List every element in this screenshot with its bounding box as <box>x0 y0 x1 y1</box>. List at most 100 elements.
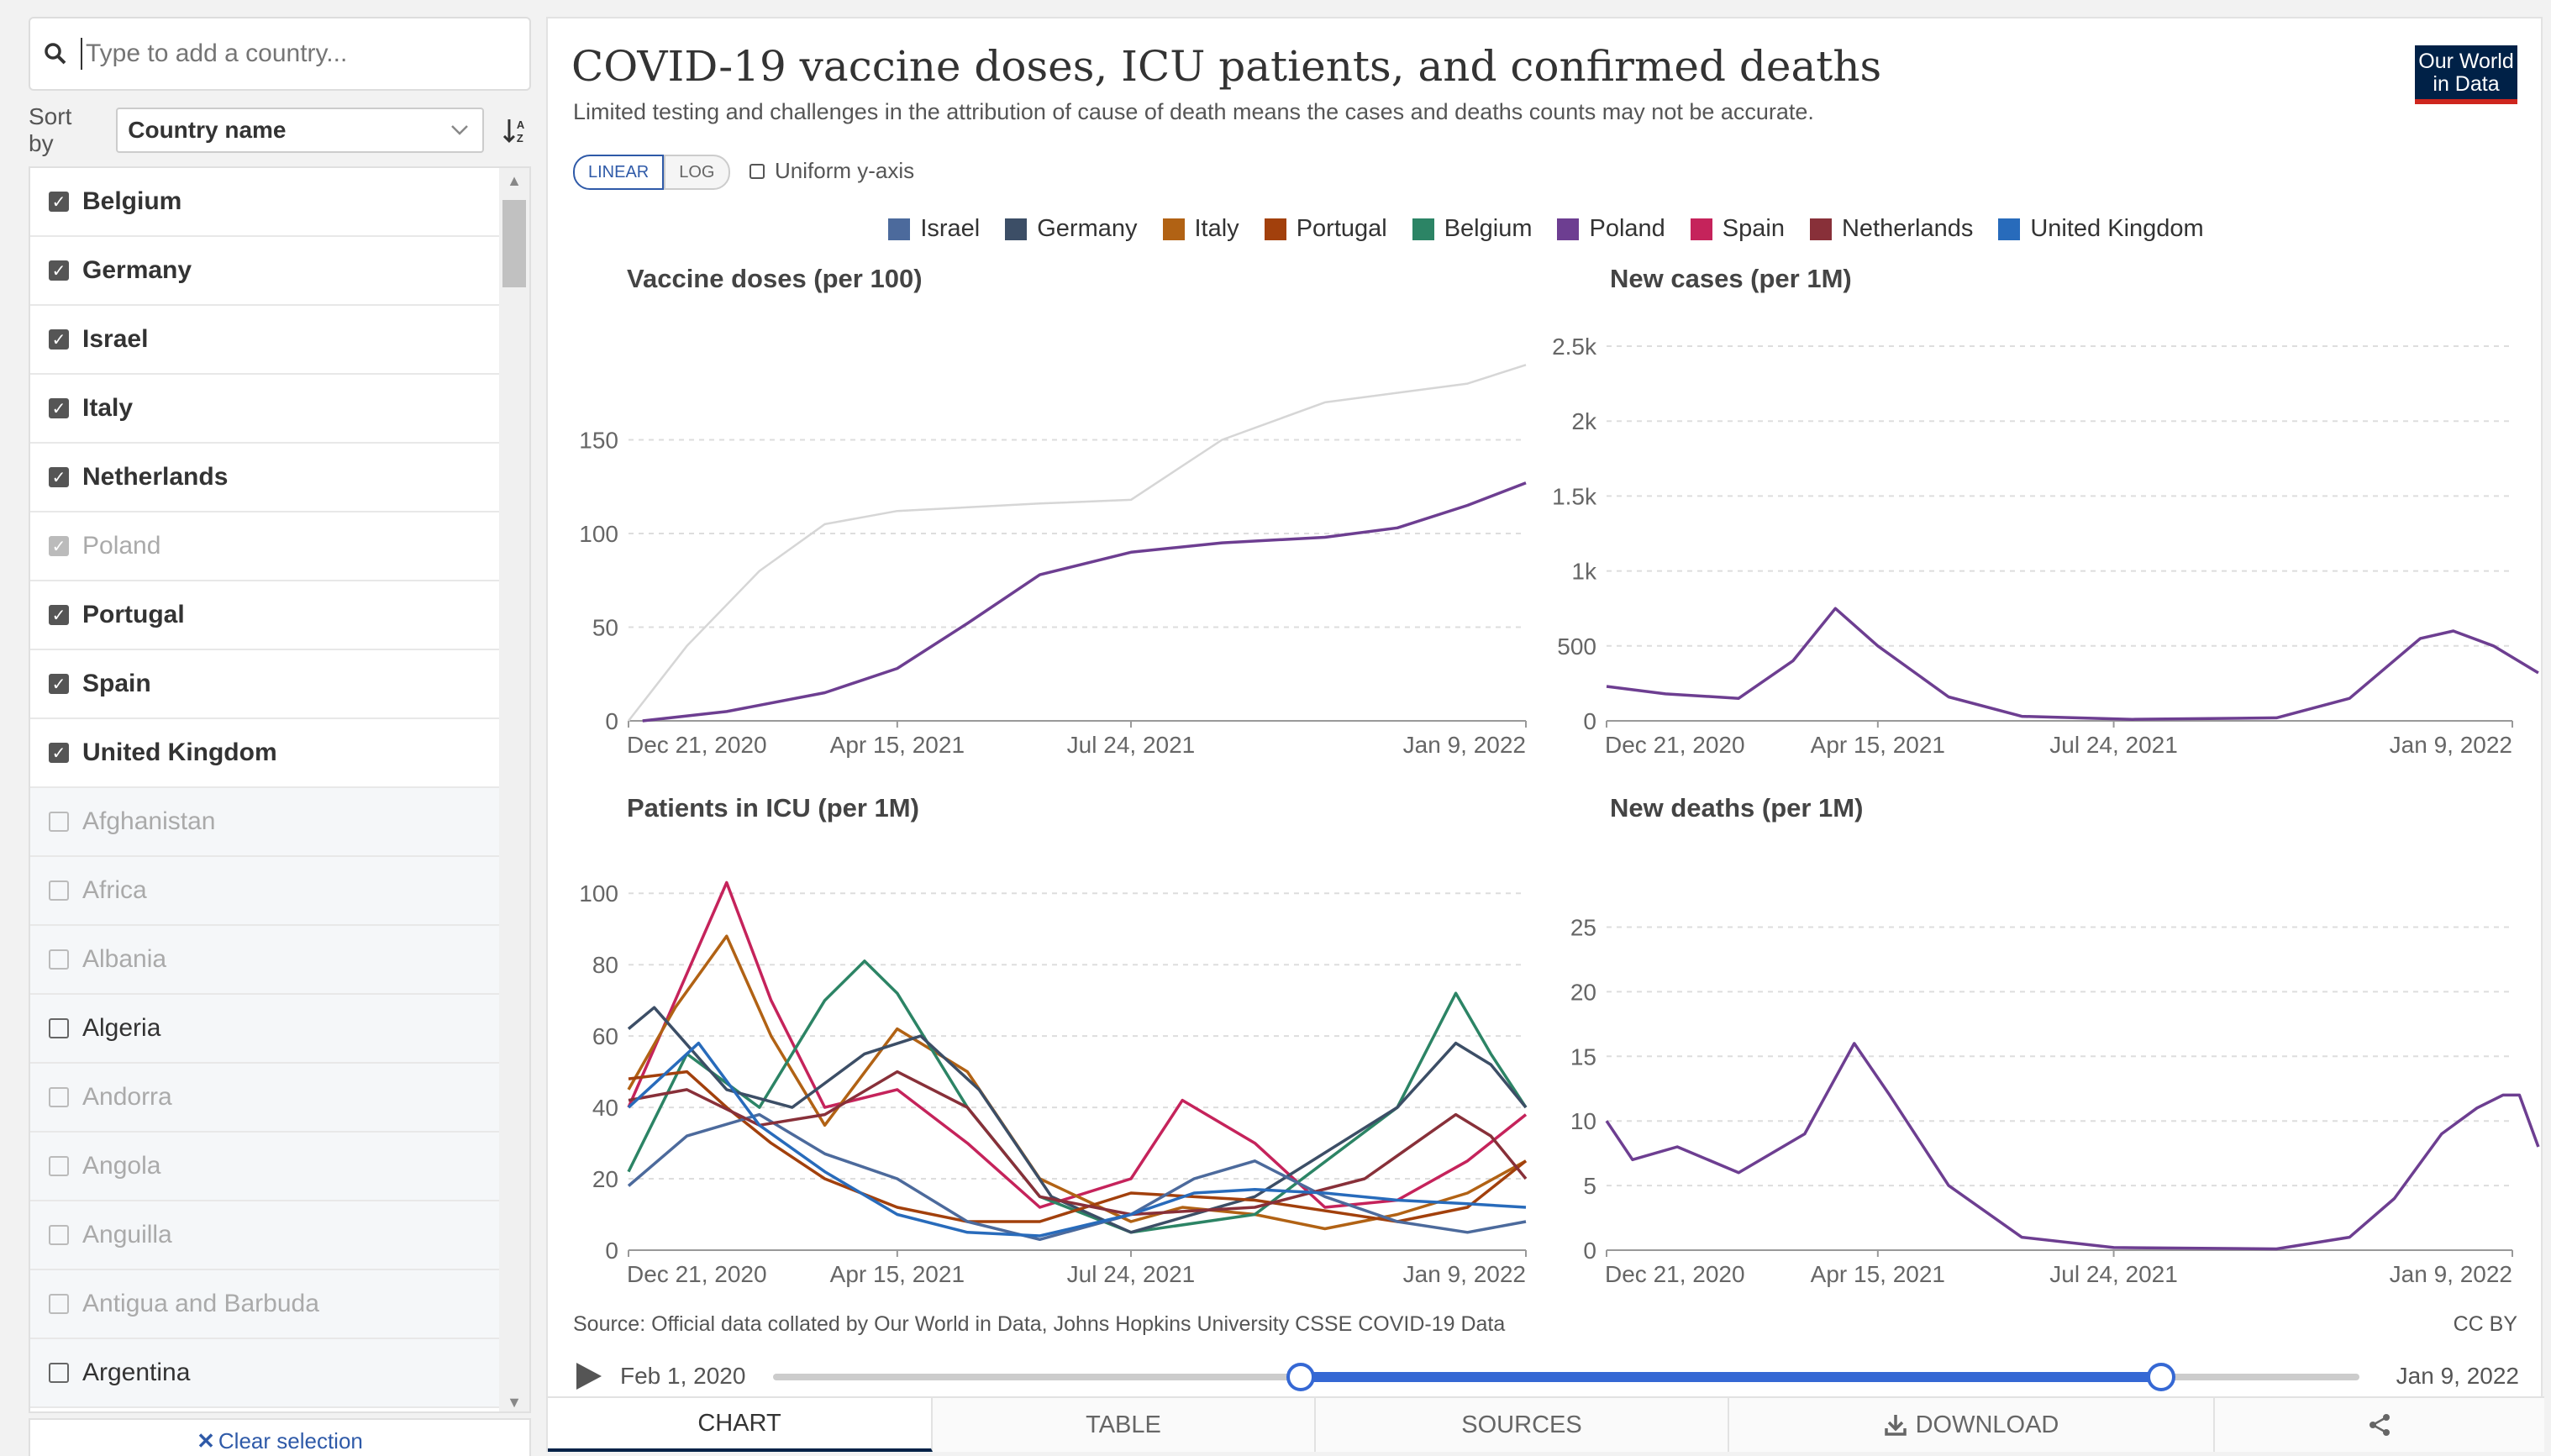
country-checkbox[interactable]: ✓ <box>49 329 69 350</box>
country-checkbox[interactable]: ✓ <box>49 398 69 418</box>
legend-swatch <box>1690 218 1712 240</box>
country-checkbox[interactable]: ✓ <box>49 743 69 763</box>
country-name: Spain <box>82 670 151 697</box>
country-item[interactable]: ✓ Israel <box>30 306 499 375</box>
country-item[interactable]: ✓ Poland <box>30 512 499 581</box>
country-item[interactable]: Angola <box>30 1133 499 1201</box>
country-item[interactable]: ✓ Belgium <box>30 168 499 237</box>
x-tick-label: Dec 21, 2020 <box>627 732 767 758</box>
legend-item[interactable]: Netherlands <box>1809 215 1973 243</box>
timeline-start-handle[interactable] <box>1286 1363 1315 1391</box>
country-checkbox[interactable]: ✓ <box>49 260 69 281</box>
series-line-poland <box>642 481 1527 723</box>
scroll-up-icon[interactable]: ▲ <box>507 172 522 189</box>
country-name: United Kingdom <box>82 739 277 766</box>
country-item[interactable]: Argentina <box>30 1339 499 1408</box>
country-item[interactable]: Algeria <box>30 995 499 1064</box>
country-item[interactable]: Andorra <box>30 1064 499 1133</box>
country-name: Portugal <box>82 601 185 628</box>
country-checkbox[interactable] <box>49 949 69 970</box>
country-checkbox[interactable]: ✓ <box>49 536 69 556</box>
scroll-thumb[interactable] <box>502 200 526 287</box>
timeline-range[interactable] <box>1299 1372 2159 1382</box>
legend-swatch <box>1162 218 1185 240</box>
search-box[interactable] <box>29 17 531 91</box>
country-checkbox[interactable]: ✓ <box>49 674 69 694</box>
country-item[interactable]: Albania <box>30 926 499 995</box>
x-tick-label: Apr 15, 2021 <box>830 732 965 758</box>
search-input[interactable] <box>81 38 501 70</box>
tab-table[interactable]: TABLE <box>933 1398 1316 1452</box>
country-item[interactable]: ✓ Italy <box>30 375 499 444</box>
y-tick-label: 100 <box>579 880 618 907</box>
country-checkbox[interactable] <box>49 1225 69 1245</box>
legend-item[interactable]: Spain <box>1690 215 1785 243</box>
sort-select[interactable]: Country name <box>116 108 485 153</box>
legend-swatch <box>1264 218 1286 240</box>
country-checkbox[interactable] <box>49 1087 69 1107</box>
legend-swatch <box>1412 218 1434 240</box>
country-item[interactable]: ✓ Netherlands <box>30 444 499 512</box>
country-name: Netherlands <box>82 463 229 491</box>
scroll-down-icon[interactable]: ▼ <box>507 1394 522 1411</box>
chevron-down-icon <box>451 125 469 135</box>
country-checkbox[interactable] <box>49 1156 69 1176</box>
sort-order-icon[interactable]: AZ <box>502 116 531 145</box>
country-checkbox[interactable] <box>49 812 69 832</box>
y-tick-label: 10 <box>1570 1108 1596 1134</box>
uniform-label: Uniform y-axis <box>775 158 915 183</box>
license-label[interactable]: CC BY <box>2453 1312 2517 1336</box>
tab-sources[interactable]: SOURCES <box>1316 1398 1729 1452</box>
panel-title: New deaths (per 1M) <box>1610 793 1863 823</box>
y-tick-label: 40 <box>592 1095 618 1121</box>
clear-selection-button[interactable]: ✕ Clear selection <box>29 1418 531 1456</box>
country-checkbox[interactable]: ✓ <box>49 192 69 212</box>
legend-item[interactable]: Poland <box>1557 215 1665 243</box>
country-item[interactable]: ✓ Germany <box>30 237 499 306</box>
country-item[interactable]: ✓ Portugal <box>30 581 499 650</box>
country-name: Antigua and Barbuda <box>82 1290 319 1317</box>
country-item[interactable]: Anguilla <box>30 1201 499 1270</box>
legend-item[interactable]: United Kingdom <box>1998 215 2204 243</box>
series-line-israel <box>627 1112 1527 1242</box>
uniform-y-axis-toggle[interactable]: Uniform y-axis <box>750 158 914 184</box>
series-line-poland <box>1605 1042 2540 1251</box>
logo-line2: in Data <box>2433 72 2500 96</box>
uniform-checkbox[interactable] <box>750 163 765 179</box>
legend-swatch <box>1809 218 1832 240</box>
linear-scale-button[interactable]: LINEAR <box>573 155 665 190</box>
owid-logo[interactable]: Our World in Data <box>2415 45 2517 104</box>
country-checkbox[interactable] <box>49 1363 69 1383</box>
country-checkbox[interactable] <box>49 1294 69 1314</box>
legend-item[interactable]: Belgium <box>1412 215 1532 243</box>
logo-line1: Our World <box>2418 50 2514 73</box>
country-item[interactable]: Antigua and Barbuda <box>30 1270 499 1339</box>
timeline-end-handle[interactable] <box>2147 1363 2175 1391</box>
tab-download[interactable]: DOWNLOAD <box>1729 1398 2215 1452</box>
country-checkbox[interactable] <box>49 880 69 901</box>
tab-share[interactable] <box>2215 1398 2544 1452</box>
tab-bar: CHART TABLE SOURCES DOWNLOAD <box>548 1396 2544 1452</box>
legend-item[interactable]: Israel <box>888 215 980 243</box>
country-checkbox[interactable]: ✓ <box>49 467 69 487</box>
legend-label: Spain <box>1722 215 1785 242</box>
country-item[interactable]: Afghanistan <box>30 788 499 857</box>
country-checkbox[interactable] <box>49 1018 69 1038</box>
country-item[interactable]: ✓ United Kingdom <box>30 719 499 788</box>
log-scale-button[interactable]: LOG <box>664 155 730 190</box>
scrollbar[interactable]: ▲ ▼ <box>499 168 529 1411</box>
tab-chart[interactable]: CHART <box>548 1398 933 1452</box>
x-tick-label: Dec 21, 2020 <box>1605 1261 1745 1287</box>
legend-item[interactable]: Portugal <box>1264 215 1387 243</box>
panel-title: New cases (per 1M) <box>1610 264 1852 293</box>
legend-item[interactable]: Germany <box>1005 215 1138 243</box>
play-icon[interactable] <box>573 1361 603 1391</box>
y-tick-label: 20 <box>1570 979 1596 1005</box>
country-item[interactable]: Africa <box>30 857 499 926</box>
country-name: Argentina <box>82 1359 191 1386</box>
legend-item[interactable]: Italy <box>1162 215 1239 243</box>
legend-label: Germany <box>1037 215 1138 242</box>
country-checkbox[interactable]: ✓ <box>49 605 69 625</box>
country-item[interactable]: ✓ Spain <box>30 650 499 719</box>
